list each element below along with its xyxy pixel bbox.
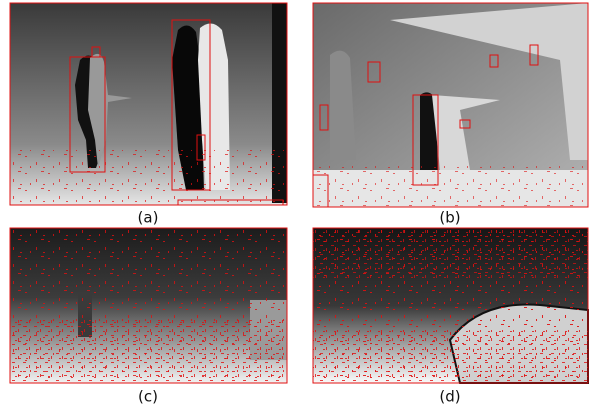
noise: [313, 165, 588, 207]
figure: (a) (b) (c) (d): [0, 0, 592, 410]
noise: [313, 228, 588, 278]
caption: (d): [439, 388, 460, 406]
caption: (b): [439, 209, 460, 227]
caption: (a): [138, 209, 159, 227]
panel-c: (c): [10, 228, 287, 406]
noise: [10, 320, 287, 383]
panel-b: (b): [313, 3, 588, 227]
panel-a: (a): [10, 3, 287, 227]
caption: (c): [138, 388, 158, 406]
noise: [313, 330, 588, 383]
noise: [10, 150, 287, 205]
panel-d: (d): [313, 228, 588, 406]
page: (a) (b) (c) (d) ((: [0, 0, 592, 410]
